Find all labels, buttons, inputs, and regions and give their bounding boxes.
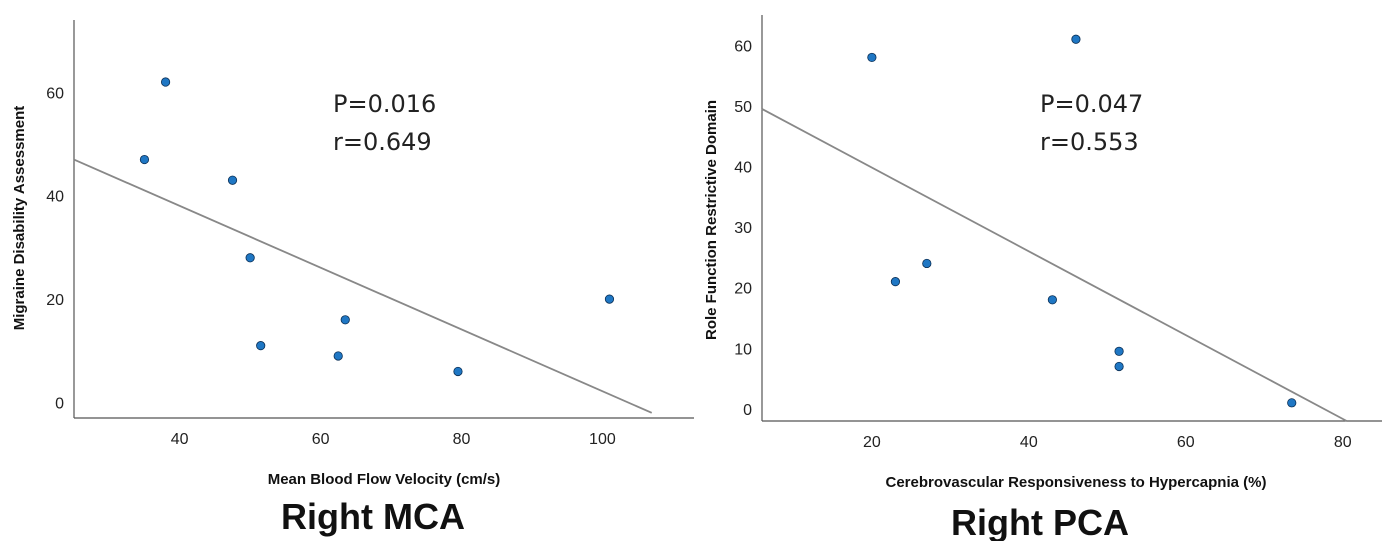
data-point (1071, 34, 1081, 44)
y-tick-label: 20 (46, 292, 64, 309)
caption-right-mca: Right MCA (281, 496, 465, 537)
annotation-p-value-right-mca: P=0.016 (333, 90, 436, 118)
annotation-r-value-right-pca: r=0.553 (1040, 128, 1139, 156)
data-point (453, 366, 463, 377)
data-point (867, 52, 877, 63)
fit-line-right-pca (761, 108, 1348, 422)
y-tick-labels-right-pca: 0 10 20 30 40 50 60 (734, 38, 752, 419)
y-tick-label: 40 (734, 159, 752, 176)
chart-right-pca: 0 10 20 30 40 50 60 20 40 60 80 P=0.047 r=0.553 C… (703, 15, 1382, 541)
data-point (160, 77, 171, 87)
x-tick-labels-right-mca: 40 60 80 100 (171, 431, 616, 448)
data-points-right-pca (867, 34, 1297, 408)
data-point (256, 341, 266, 351)
annotation-p-value-right-pca: P=0.047 (1040, 90, 1143, 118)
x-tick-label: 80 (453, 431, 471, 448)
data-point (1114, 346, 1124, 356)
x-axis-label-right-pca: Cerebrovascular Responsiveness to Hyperc… (886, 474, 1267, 491)
x-tick-label: 40 (1020, 434, 1038, 451)
x-tick-label: 40 (171, 431, 189, 448)
y-tick-label: 20 (734, 281, 752, 298)
data-point (139, 154, 150, 165)
data-point (245, 253, 255, 263)
y-tick-label: 0 (743, 402, 752, 419)
y-tick-label: 0 (55, 395, 64, 412)
data-point (340, 315, 350, 325)
y-tick-label: 30 (734, 220, 752, 237)
x-tick-label: 60 (1177, 434, 1195, 451)
y-tick-label: 60 (734, 38, 752, 55)
y-axis-label-right-mca: Migraine Disability Assessment (11, 106, 28, 331)
y-tick-labels-right-mca: 0 20 40 60 (46, 85, 64, 412)
plot-area-right-pca (762, 15, 1382, 421)
chart-right-mca: 0 20 40 60 40 60 80 100 P=0.016 r=0.649 Mean B… (11, 20, 694, 537)
x-tick-labels-right-pca: 20 40 60 80 (863, 434, 1352, 451)
data-point (1047, 295, 1057, 305)
y-tick-label: 40 (46, 189, 64, 206)
y-tick-label: 60 (46, 85, 64, 102)
annotation-r-value-right-mca: r=0.649 (333, 128, 432, 156)
plot-area-right-mca (74, 20, 694, 418)
data-point (227, 175, 238, 185)
x-axis-label-right-mca: Mean Blood Flow Velocity (cm/s) (268, 471, 501, 488)
x-tick-label: 100 (589, 431, 616, 448)
y-axis-label-right-pca: Role Function Restrictive Domain (703, 100, 720, 340)
x-tick-label: 20 (863, 434, 881, 451)
data-point (890, 277, 901, 287)
caption-right-pca: Right PCA (951, 502, 1129, 541)
data-point (922, 258, 932, 269)
x-tick-label: 80 (1334, 434, 1352, 451)
y-tick-label: 10 (734, 341, 752, 358)
fit-line-right-mca (73, 158, 653, 414)
data-points-right-mca (139, 77, 615, 377)
data-point (1287, 398, 1297, 408)
x-tick-label: 60 (312, 431, 330, 448)
data-point (1114, 361, 1124, 372)
data-point (333, 351, 343, 361)
data-point (604, 294, 615, 304)
y-tick-label: 50 (734, 99, 752, 116)
